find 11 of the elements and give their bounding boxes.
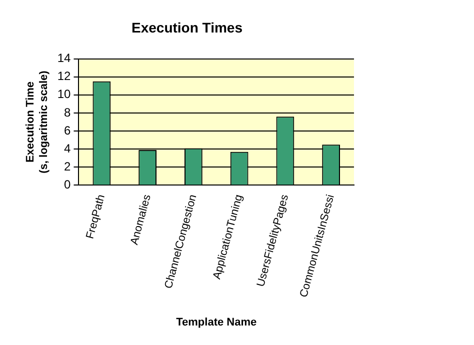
y-tick-label: 2 bbox=[64, 159, 72, 174]
y-tick-label: 10 bbox=[57, 87, 72, 102]
x-axis-title: Template Name bbox=[176, 316, 257, 328]
y-tick-label: 12 bbox=[57, 69, 72, 84]
y-tick-label: 6 bbox=[64, 123, 72, 138]
y-tick-label: 0 bbox=[64, 178, 72, 192]
chart-title: Execution Times bbox=[131, 19, 243, 36]
y-axis-title: Execution Time (s, logaritmic scale) bbox=[24, 70, 50, 174]
y-tick-label: 8 bbox=[64, 105, 72, 120]
y-tick-label: 4 bbox=[64, 141, 72, 156]
y-tick-label: 14 bbox=[57, 51, 72, 66]
